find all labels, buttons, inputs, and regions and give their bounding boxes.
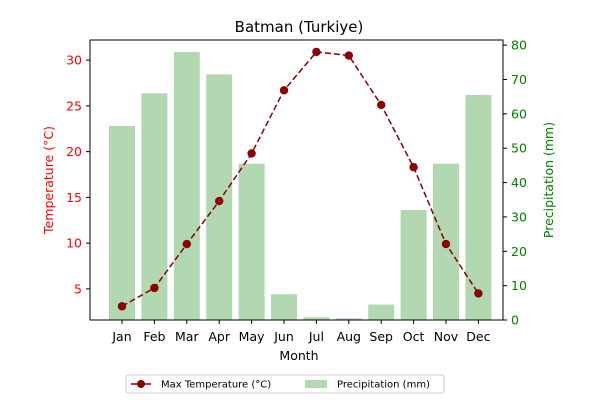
x-tick-label: May bbox=[239, 329, 265, 344]
x-tick-label: Jan bbox=[111, 329, 131, 344]
legend-temperature-label: Max Temperature (°C) bbox=[161, 380, 271, 391]
x-axis-label: Month bbox=[279, 348, 318, 363]
precipitation-bar-dec bbox=[465, 94, 492, 320]
precipitation-bar-may bbox=[238, 163, 265, 320]
temperature-point-oct bbox=[409, 162, 418, 172]
temperature-point-feb bbox=[150, 283, 159, 293]
precipitation-bar-oct bbox=[400, 210, 427, 320]
precipitation-bar-sep bbox=[368, 304, 395, 320]
right-tick-label: 60 bbox=[511, 106, 527, 121]
right-y-axis-label: Precipitation (mm) bbox=[541, 122, 556, 238]
left-y-axis-label: Temperature (°C) bbox=[41, 126, 56, 235]
x-tick-label: Nov bbox=[434, 329, 459, 344]
bars-layer bbox=[109, 52, 492, 321]
legend-precipitation-label: Precipitation (mm) bbox=[337, 380, 430, 391]
right-tick-label: 10 bbox=[511, 278, 527, 293]
left-tick-label: 30 bbox=[66, 53, 82, 68]
temperature-point-apr bbox=[215, 196, 224, 206]
temperature-point-jan bbox=[117, 302, 127, 311]
plot-frame bbox=[89, 39, 504, 321]
right-tick-label: 70 bbox=[511, 72, 527, 87]
x-axis: Jan Feb Mar Apr May Jun Jul Aug Sep Oct Nov Dec bbox=[111, 320, 491, 344]
x-tick-label: Aug bbox=[337, 329, 361, 344]
precipitation-bar-jun bbox=[271, 294, 297, 320]
right-tick-label: 50 bbox=[511, 141, 527, 156]
x-tick-label: Mar bbox=[175, 329, 199, 344]
x-tick-label: Feb bbox=[143, 329, 165, 344]
left-tick-label: 10 bbox=[66, 236, 82, 251]
temperature-point-jul bbox=[312, 47, 321, 57]
temperature-point-sep bbox=[377, 100, 386, 110]
temperature-point-nov bbox=[441, 239, 451, 249]
temperature-point-may bbox=[247, 149, 256, 158]
legend-temperature-marker bbox=[137, 380, 145, 388]
precipitation-bar-aug bbox=[335, 318, 362, 320]
left-tick-label: 25 bbox=[66, 98, 82, 113]
right-y-axis: 0 10 20 30 40 50 60 70 80 bbox=[503, 38, 527, 328]
left-tick-label: 15 bbox=[66, 190, 82, 205]
precipitation-bar-mar bbox=[173, 52, 200, 321]
x-tick-label: Sep bbox=[369, 329, 393, 344]
precipitation-bar-jul bbox=[303, 317, 330, 320]
right-tick-label: 20 bbox=[511, 244, 527, 259]
line-layer bbox=[117, 47, 483, 311]
legend-frame bbox=[125, 374, 445, 394]
precipitation-bar-feb bbox=[141, 93, 168, 321]
left-tick-label: 5 bbox=[74, 281, 82, 296]
temperature-point-aug bbox=[344, 51, 353, 60]
x-tick-label: Oct bbox=[403, 329, 425, 344]
x-tick-label: Jul bbox=[308, 329, 324, 344]
legend-precipitation-swatch bbox=[305, 380, 327, 388]
chart-title: Batman (Turkiye) bbox=[235, 18, 364, 36]
precipitation-bar-jan bbox=[109, 125, 135, 320]
left-tick-label: 20 bbox=[66, 144, 82, 159]
right-tick-label: 0 bbox=[511, 313, 519, 328]
temperature-point-dec bbox=[474, 289, 483, 298]
temperature-point-jun bbox=[279, 86, 289, 95]
x-tick-label: Jun bbox=[273, 329, 294, 344]
right-tick-label: 80 bbox=[511, 38, 527, 53]
temperature-point-mar bbox=[182, 239, 191, 249]
x-tick-label: Apr bbox=[208, 329, 230, 344]
legend: Max Temperature (°C) Precipitation (mm) bbox=[125, 374, 445, 394]
x-tick-label: Dec bbox=[466, 329, 490, 344]
right-tick-label: 30 bbox=[511, 209, 527, 224]
temperature-line bbox=[121, 51, 480, 307]
left-y-axis: 5 10 15 20 25 30 bbox=[66, 53, 90, 296]
right-tick-label: 40 bbox=[511, 175, 527, 190]
